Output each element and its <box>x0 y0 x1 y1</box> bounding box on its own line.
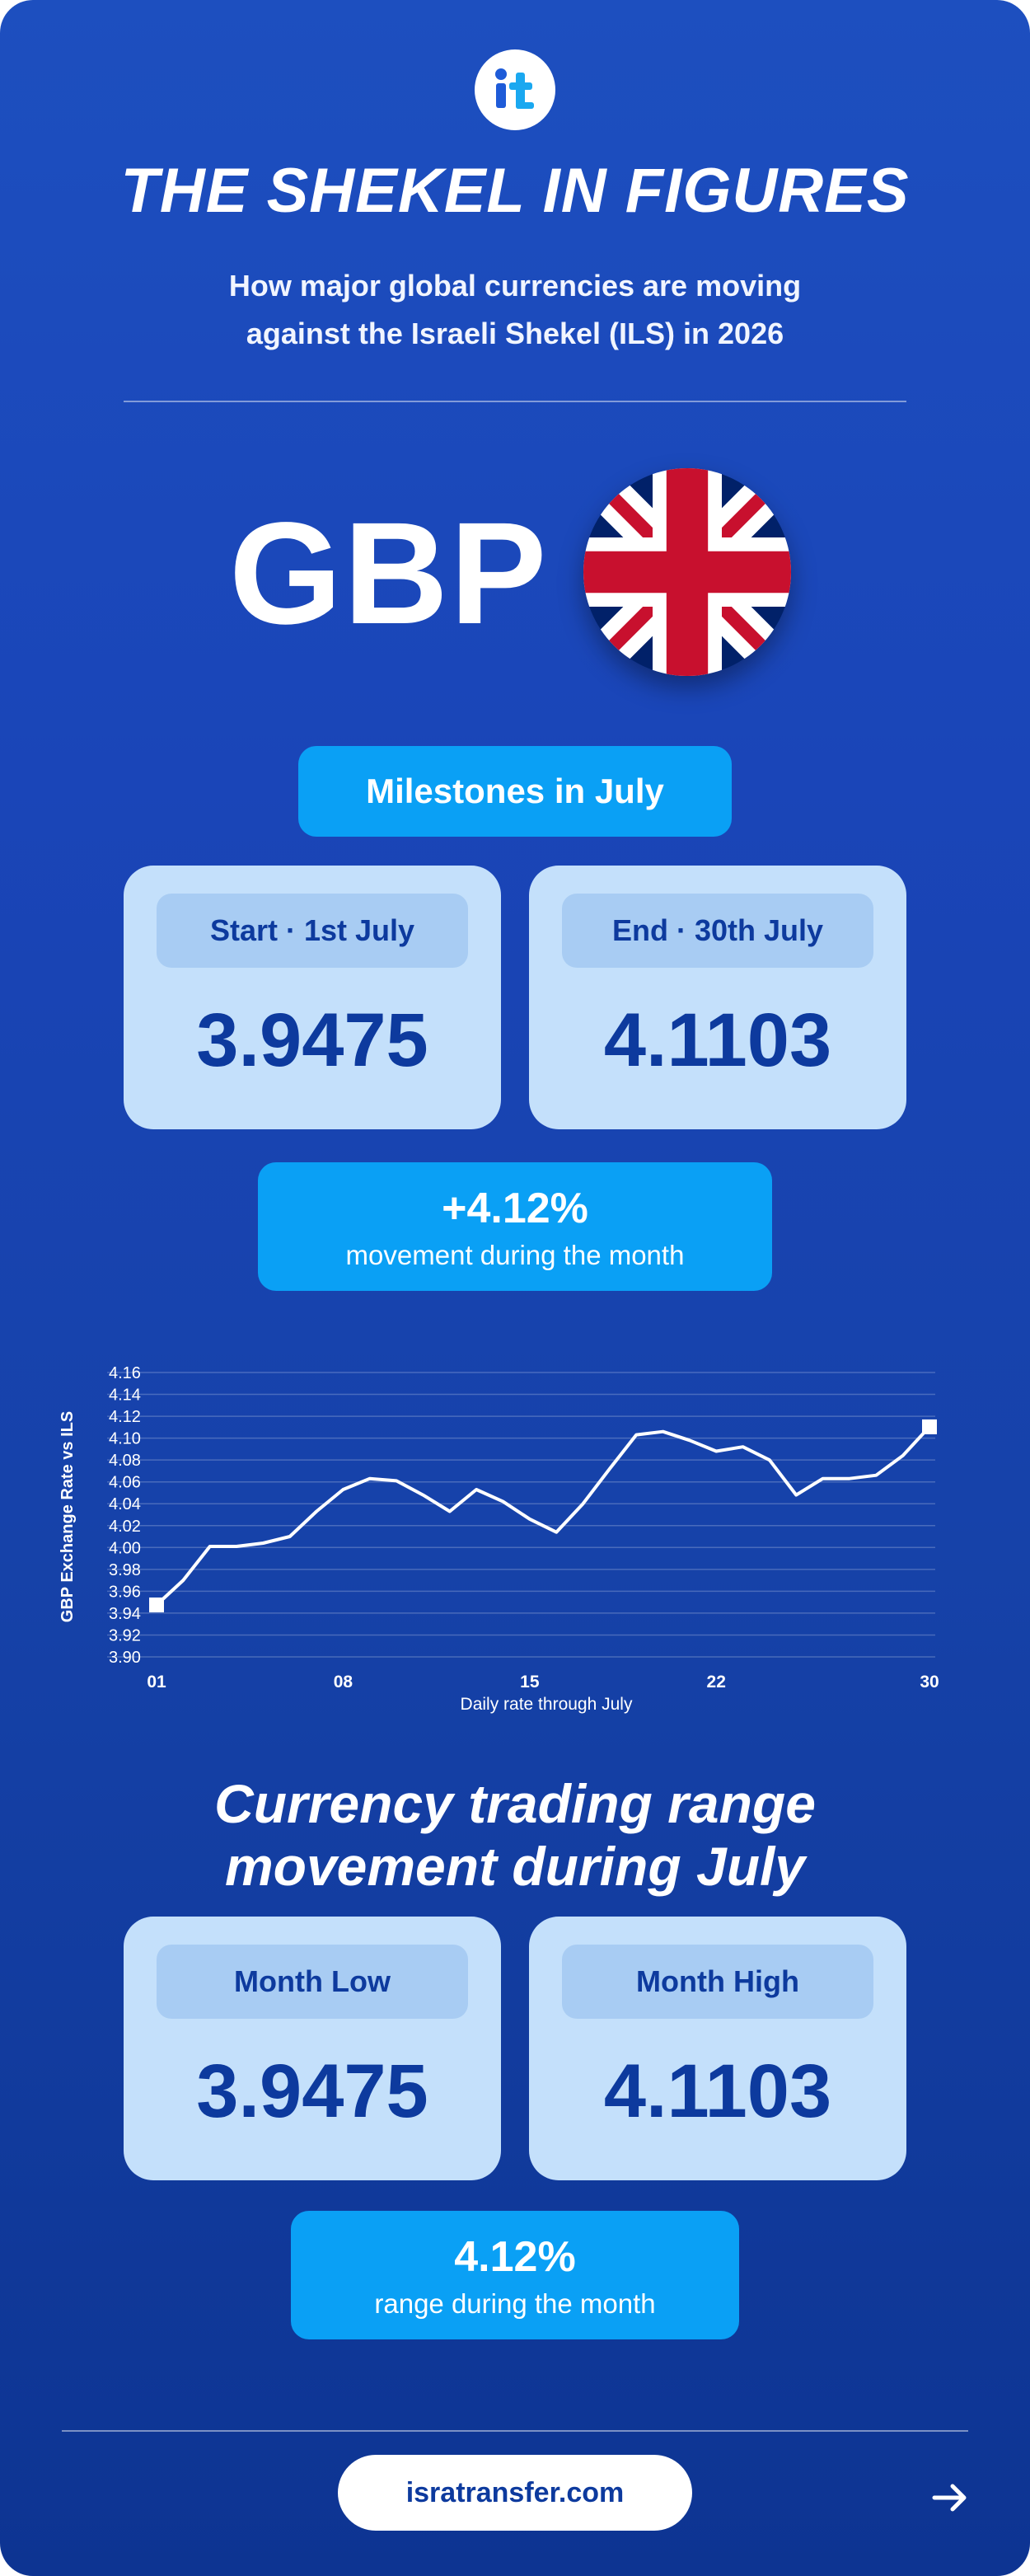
brand-logo <box>475 49 555 130</box>
start-value: 3.9475 <box>196 998 428 1082</box>
x-tick-label: 01 <box>147 1673 166 1692</box>
point-marker <box>922 1419 937 1434</box>
movement-value: +4.12% <box>442 1185 588 1232</box>
y-axis-label: GBP Exchange Rate vs ILS <box>59 1411 77 1622</box>
brand-logo-icon <box>495 68 534 109</box>
y-tick-label: 4.06 <box>109 1474 141 1492</box>
range-badge: 4.12% range during the month <box>291 2211 739 2339</box>
y-tick-label: 4.12 <box>109 1408 141 1426</box>
page-title: THE SHEKEL IN FIGURES <box>120 156 910 226</box>
point-marker <box>149 1597 164 1612</box>
y-tick-label: 4.04 <box>109 1495 141 1513</box>
low-card: Month Low 3.9475 <box>124 1917 501 2180</box>
y-tick-label: 4.10 <box>109 1430 141 1448</box>
footer-divider <box>62 2430 968 2432</box>
start-card: Start · 1st July 3.9475 <box>124 866 501 1129</box>
arrow-right-icon[interactable] <box>931 2481 971 2514</box>
x-axis-ticks: 01 08 15 22 30 <box>147 1673 939 1692</box>
x-tick-label: 22 <box>707 1673 726 1692</box>
end-card: End · 30th July 4.1103 <box>529 866 906 1129</box>
range-text: range during the month <box>374 2288 656 2319</box>
y-tick-label: 3.98 <box>109 1561 141 1579</box>
y-axis-ticks: 4.16 4.14 4.12 4.10 4.08 4.06 4.04 4.02 4.00 3.98… <box>109 1364 141 1667</box>
end-label: End · 30th July <box>562 894 873 968</box>
header-divider <box>124 401 906 402</box>
range-heading: Currency trading range movement during J… <box>0 1772 1030 1898</box>
range-heading-line-2: movement during July <box>224 1836 806 1897</box>
y-tick-label: 4.16 <box>109 1364 141 1382</box>
low-value: 3.9475 <box>196 2049 428 2133</box>
series-markers <box>149 1419 937 1612</box>
y-tick-label: 3.90 <box>109 1649 141 1667</box>
y-tick-label: 4.08 <box>109 1452 141 1470</box>
y-tick-label: 3.96 <box>109 1583 141 1601</box>
x-tick-label: 08 <box>334 1673 353 1692</box>
subtitle-line-2: against the Israeli Shekel (ILS) in 2026 <box>246 317 784 350</box>
uk-flag-icon <box>583 468 791 676</box>
rate-line-chart: 4.16 4.14 4.12 4.10 4.08 4.06 4.04 4.02 4.00 3.98… <box>59 1364 939 1714</box>
subtitle-line-1: How major global currencies are moving <box>228 269 802 303</box>
milestones-heading: Milestones in July <box>298 746 732 837</box>
y-tick-label: 3.94 <box>109 1605 141 1623</box>
x-tick-label: 30 <box>920 1673 939 1692</box>
high-value: 4.1103 <box>603 2049 832 2133</box>
end-value: 4.1103 <box>603 998 832 1082</box>
chart-grid <box>107 1372 935 1658</box>
x-tick-label: 15 <box>520 1673 540 1692</box>
website-link[interactable]: isratransfer.com <box>338 2455 692 2531</box>
range-value: 4.12% <box>454 2233 576 2281</box>
high-card: Month High 4.1103 <box>529 1917 906 2180</box>
movement-badge: +4.12% movement during the month <box>258 1162 772 1291</box>
y-tick-label: 4.00 <box>109 1539 141 1557</box>
low-label: Month Low <box>157 1945 468 2019</box>
series-line <box>155 1425 931 1607</box>
high-label: Month High <box>562 1945 873 2019</box>
start-label: Start · 1st July <box>157 894 468 968</box>
currency-code: GBP <box>229 493 549 655</box>
y-tick-label: 4.02 <box>109 1518 141 1536</box>
y-tick-label: 3.92 <box>109 1626 141 1645</box>
y-tick-label: 4.14 <box>109 1387 141 1405</box>
x-axis-label: Daily rate through July <box>461 1695 633 1714</box>
page-subtitle: How major global currencies are moving a… <box>165 262 865 358</box>
movement-text: movement during the month <box>345 1240 685 1270</box>
range-heading-line-1: Currency trading range <box>214 1773 816 1834</box>
